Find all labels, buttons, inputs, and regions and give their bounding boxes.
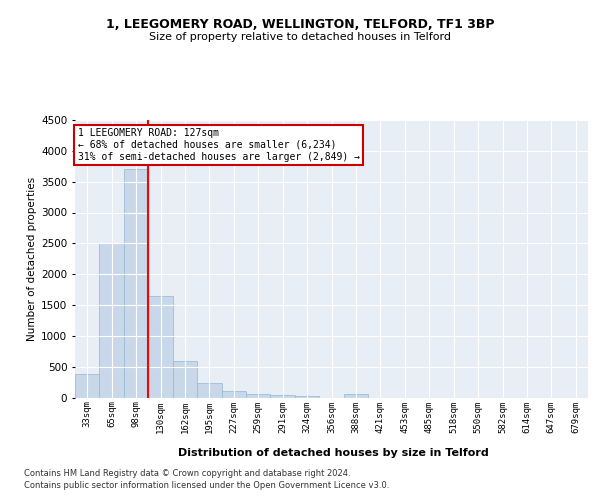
Bar (124, 170, 148, 398)
Text: Distribution of detached houses by size in Telford: Distribution of detached houses by size … (178, 448, 488, 458)
Bar (148, 296, 173, 398)
Bar (100, 244, 124, 398)
Bar (295, 396, 319, 398)
Y-axis label: Number of detached properties: Number of detached properties (27, 176, 37, 341)
Bar (271, 395, 295, 398)
Text: 1 LEEGOMERY ROAD: 127sqm
← 68% of detached houses are smaller (6,234)
31% of sem: 1 LEEGOMERY ROAD: 127sqm ← 68% of detach… (77, 128, 359, 162)
Text: Contains HM Land Registry data © Crown copyright and database right 2024.: Contains HM Land Registry data © Crown c… (24, 470, 350, 478)
Text: Size of property relative to detached houses in Telford: Size of property relative to detached ho… (149, 32, 451, 42)
Bar (173, 360, 197, 398)
Bar (75, 374, 100, 398)
Bar (197, 384, 221, 398)
Text: 1, LEEGOMERY ROAD, WELLINGTON, TELFORD, TF1 3BP: 1, LEEGOMERY ROAD, WELLINGTON, TELFORD, … (106, 18, 494, 30)
Text: Contains public sector information licensed under the Open Government Licence v3: Contains public sector information licen… (24, 482, 389, 490)
Bar (221, 391, 246, 398)
Bar (246, 394, 271, 398)
Bar (344, 394, 368, 398)
